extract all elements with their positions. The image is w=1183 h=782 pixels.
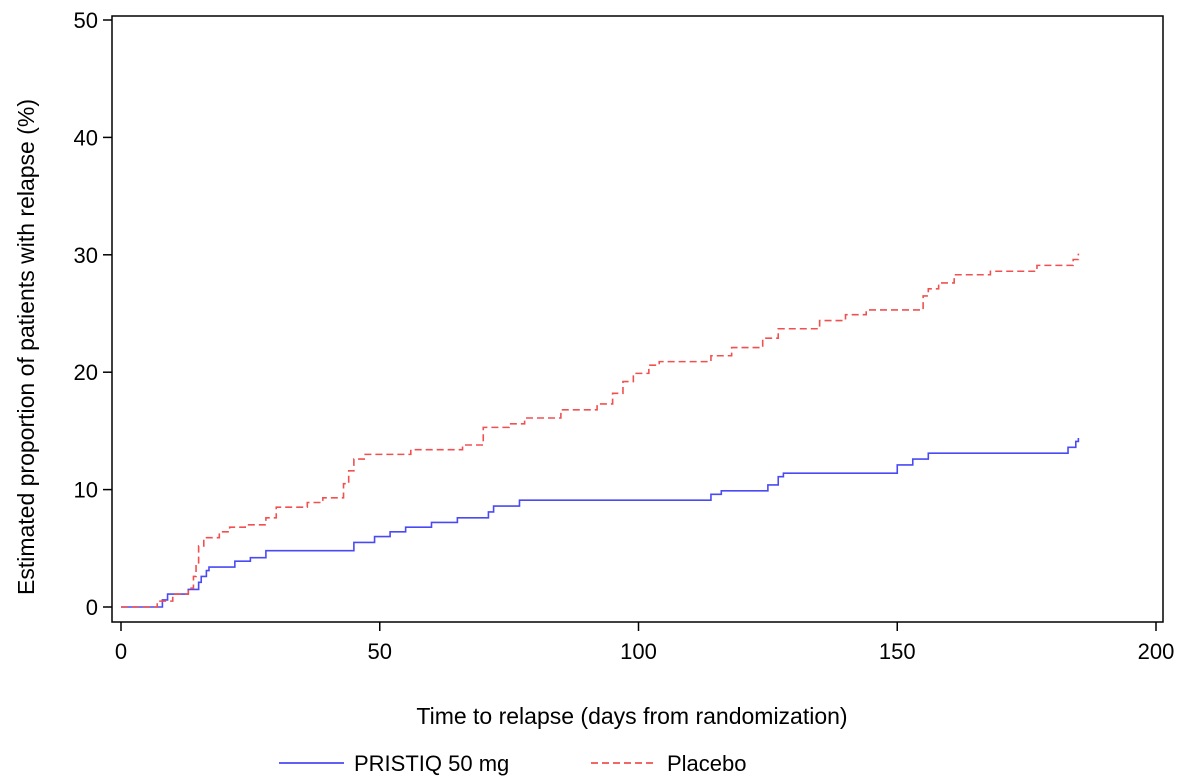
series-line-placebo — [121, 253, 1080, 608]
y-tick-label: 10 — [74, 478, 98, 503]
legend-label-placebo: Placebo — [667, 751, 747, 776]
plot-frame — [111, 15, 1164, 623]
x-tick-label: 0 — [115, 639, 127, 664]
y-tick-label: 30 — [74, 243, 98, 268]
x-axis-title: Time to relapse (days from randomization… — [416, 703, 847, 729]
series-line-pristiq — [121, 437, 1080, 608]
y-tick-label: 0 — [86, 595, 98, 620]
y-tick-label: 20 — [74, 360, 98, 385]
x-tick-label: 200 — [1138, 639, 1175, 664]
y-tick-label: 40 — [74, 125, 98, 150]
legend-label-pristiq: PRISTIQ 50 mg — [354, 751, 509, 776]
y-axis-title: Estimated proportion of patients with re… — [13, 99, 39, 595]
x-tick-label: 50 — [368, 639, 392, 664]
series-group — [121, 253, 1080, 608]
x-tick-label: 100 — [620, 639, 657, 664]
plot-area — [111, 15, 1164, 623]
axes-group: 0 50 100 150 200 0 10 20 30 40 50 — [74, 8, 1175, 664]
y-tick-label: 50 — [74, 8, 98, 33]
legend: PRISTIQ 50 mg Placebo — [279, 751, 747, 776]
x-tick-label: 150 — [879, 639, 916, 664]
